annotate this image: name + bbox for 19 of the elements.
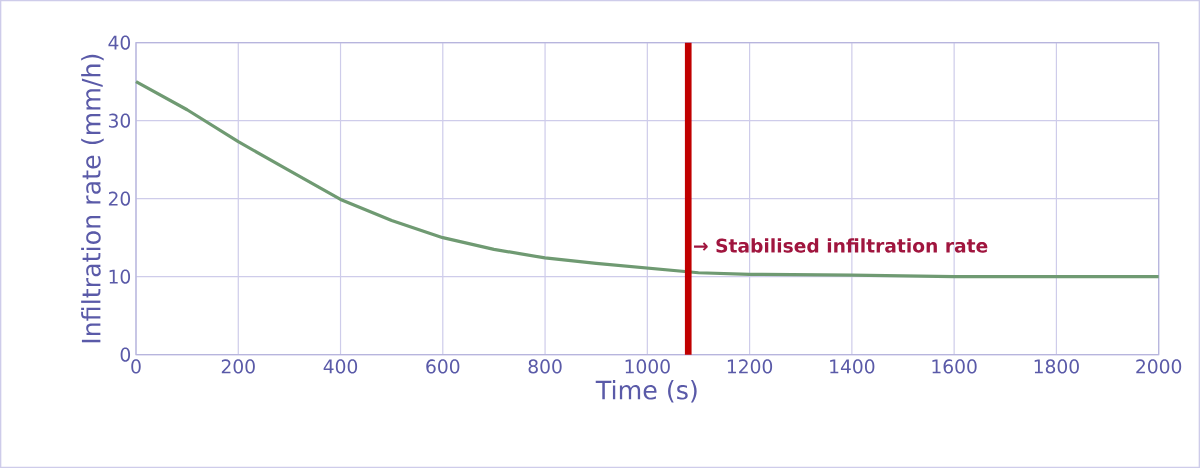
x-tick-label: 400 [323, 359, 358, 374]
x-tick-label: 600 [426, 359, 460, 374]
x-tick-label: 200 [221, 359, 255, 374]
y-tick-label: 10 [109, 269, 131, 284]
x-tick-label: 800 [528, 359, 562, 374]
y-tick-label: 20 [108, 191, 131, 206]
x-axis-title: Time (s) [595, 379, 697, 403]
x-tick-label: 2000 [1136, 359, 1182, 374]
y-tick-label: 0 [120, 347, 131, 362]
ref-line-label: → Stabilised infiltration rate [694, 238, 988, 253]
x-tick-label: 1400 [830, 359, 875, 374]
x-tick-label: 1200 [727, 359, 773, 374]
y-axis-title: Infiltration rate (mm/h) [81, 54, 104, 343]
y-tick-label: 30 [108, 113, 131, 128]
x-tick-label: 0 [131, 359, 141, 374]
x-tick-label: 1800 [1034, 359, 1079, 374]
x-tick-label: 1600 [932, 359, 977, 374]
y-tick-label: 40 [108, 35, 131, 50]
x-tick-label: 1000 [625, 359, 670, 374]
